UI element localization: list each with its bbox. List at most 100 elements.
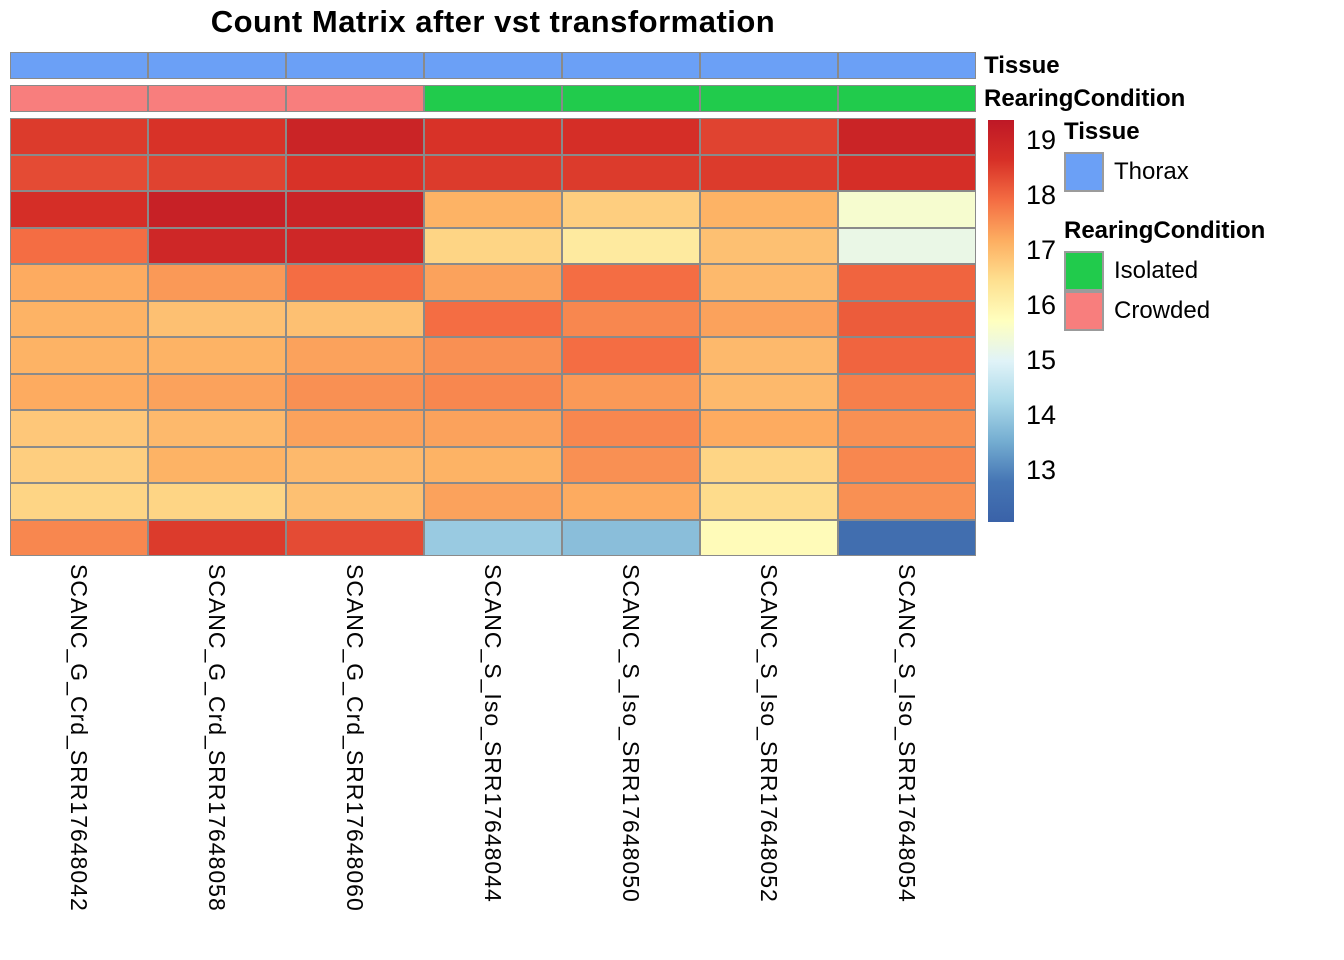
- heatmap-cell: [287, 265, 423, 300]
- column-label: SCANC_G_Crd_SRR17648042: [66, 564, 92, 912]
- annotation-cell-rearing: [149, 86, 285, 111]
- legend-group: Tissue Thorax: [1064, 119, 1340, 192]
- legend-swatch-thorax: [1064, 152, 1104, 192]
- heatmap-cell: [701, 484, 837, 519]
- annotation-cell-tissue: [149, 53, 285, 78]
- heatmap-cell: [701, 228, 837, 263]
- heatmap-cell: [11, 411, 147, 446]
- heatmap-cell: [287, 411, 423, 446]
- heatmap-cell: [149, 228, 285, 263]
- heatmap-cell: [701, 520, 837, 555]
- heatmap-cell: [149, 447, 285, 482]
- heatmap-cell: [839, 447, 975, 482]
- column-label: SCANC_S_Iso_SRR17648052: [756, 564, 782, 903]
- heatmap-cell: [11, 192, 147, 227]
- annotation-cell-rearing: [839, 86, 975, 111]
- heatmap-cell: [839, 228, 975, 263]
- heatmap-cell: [563, 265, 699, 300]
- heatmap-cell: [563, 374, 699, 409]
- legend-item: Thorax: [1064, 152, 1340, 192]
- rearing-condition-annotation-bar: [10, 85, 976, 112]
- legend-item: Crowded: [1064, 291, 1340, 331]
- heatmap-cell: [149, 119, 285, 154]
- heatmap-cell: [11, 265, 147, 300]
- heatmap-cell: [425, 155, 561, 190]
- annotation-cell-rearing: [701, 86, 837, 111]
- heatmap-cell: [425, 338, 561, 373]
- heatmap-cell: [149, 411, 285, 446]
- annotation-cell-rearing: [11, 86, 147, 111]
- heatmap-cell: [839, 192, 975, 227]
- heatmap-cell: [287, 484, 423, 519]
- heatmap-cell: [563, 338, 699, 373]
- heatmap-cell: [149, 192, 285, 227]
- heatmap-cell: [701, 374, 837, 409]
- heatmap-cell: [11, 338, 147, 373]
- heatmap-cell: [11, 228, 147, 263]
- heatmap-cell: [563, 228, 699, 263]
- colorbar: [988, 120, 1014, 522]
- heatmap-cell: [563, 192, 699, 227]
- heatmap-cell: [701, 265, 837, 300]
- legend: Tissue Thorax RearingCondition Isolated Crow…: [1064, 119, 1340, 357]
- annotation-cell-tissue: [425, 53, 561, 78]
- column-label: SCANC_S_Iso_SRR17648044: [480, 564, 506, 903]
- heatmap-cell: [839, 301, 975, 336]
- heatmap-cell: [425, 192, 561, 227]
- heatmap-cell: [149, 301, 285, 336]
- heatmap-cell: [563, 155, 699, 190]
- heatmap-cell: [149, 484, 285, 519]
- heatmap-cell: [425, 484, 561, 519]
- heatmap-cell: [287, 228, 423, 263]
- heatmap-cell: [563, 447, 699, 482]
- heatmap-cell: [839, 119, 975, 154]
- heatmap-cell: [839, 520, 975, 555]
- heatmap-cell: [287, 338, 423, 373]
- column-label: SCANC_G_Crd_SRR17648060: [342, 564, 368, 912]
- chart-title: Count Matrix after vst transformation: [210, 4, 776, 39]
- heatmap-cell: [287, 155, 423, 190]
- heatmap-cell: [11, 447, 147, 482]
- annotation-cell-rearing: [287, 86, 423, 111]
- legend-item-label: Thorax: [1114, 158, 1189, 185]
- colorbar-tick-label: 13: [1026, 454, 1057, 485]
- heatmap-cell: [701, 155, 837, 190]
- heatmap-cell: [11, 155, 147, 190]
- column-label: SCANC_S_Iso_SRR17648054: [894, 564, 920, 903]
- heatmap-cell: [149, 374, 285, 409]
- heatmap-cell: [425, 411, 561, 446]
- heatmap-cell: [839, 265, 975, 300]
- tissue-row-label: Tissue: [984, 52, 1060, 79]
- heatmap-cell: [425, 447, 561, 482]
- heatmap-cell: [287, 447, 423, 482]
- heatmap-cell: [11, 520, 147, 555]
- heatmap-cell: [701, 301, 837, 336]
- heatmap-cell: [287, 374, 423, 409]
- rearing-condition-row-label: RearingCondition: [984, 85, 1186, 112]
- tissue-annotation-bar: [10, 52, 976, 79]
- heatmap-cell: [11, 119, 147, 154]
- column-label: SCANC_G_Crd_SRR17648058: [204, 564, 230, 912]
- heatmap-cell: [11, 301, 147, 336]
- heatmap-cell: [701, 119, 837, 154]
- legend-group-header: RearingCondition: [1064, 217, 1266, 244]
- colorbar-tick-label: 19: [1026, 124, 1057, 155]
- legend-item: Isolated: [1064, 251, 1340, 291]
- column-label: SCANC_S_Iso_SRR17648050: [618, 564, 644, 903]
- heatmap-cell: [701, 338, 837, 373]
- heatmap-cell: [149, 520, 285, 555]
- annotation-cell-tissue: [287, 53, 423, 78]
- heatmap-cell: [563, 411, 699, 446]
- heatmap-cell: [701, 411, 837, 446]
- heatmap-cell: [425, 374, 561, 409]
- legend-swatch-isolated: [1064, 251, 1104, 291]
- legend-item-label: Crowded: [1114, 297, 1211, 324]
- colorbar-tick-label: 14: [1026, 399, 1057, 430]
- annotation-cell-tissue: [11, 53, 147, 78]
- heatmap-cell: [11, 484, 147, 519]
- heatmap-cell: [701, 192, 837, 227]
- annotation-cell-tissue: [563, 53, 699, 78]
- legend-group-header: Tissue: [1064, 118, 1140, 145]
- heatmap-cell: [425, 520, 561, 555]
